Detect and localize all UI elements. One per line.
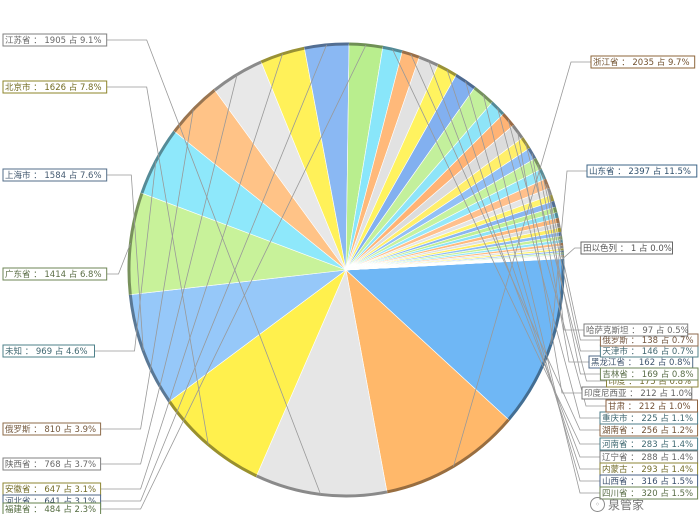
slice-label-box [586, 164, 698, 178]
slice-label: 四川省 ： 320 占 1.5% [602, 488, 693, 499]
leader-line [106, 243, 131, 275]
slice-label: 俄罗斯 ： 138 占 0.7% [602, 335, 693, 346]
slice-label-box [2, 267, 108, 281]
leader-line [428, 60, 600, 458]
pie-slice-rim [553, 206, 558, 214]
slice-label: 江苏省 ： 1905 占 9.1% [5, 35, 102, 46]
slice-label-box [2, 457, 102, 471]
slice-label: 田以色列 ： 1 占 0.0% [583, 243, 672, 254]
slice-label: 浙江省 ： 2035 占 9.7% [593, 57, 690, 68]
pie-slice-rim [140, 130, 176, 194]
slice-label: 重庆市 ： 225 占 1.1% [602, 413, 693, 424]
pie-slice-rim [557, 227, 562, 233]
leader-line [465, 81, 600, 482]
slice-label-box [599, 437, 699, 451]
pie-slice-rim [551, 200, 556, 208]
slice-label: 河北省 ： 641 占 3.1% [5, 496, 96, 507]
slice-label: 陕西省 ： 768 占 3.7% [5, 459, 96, 470]
leader-line [525, 143, 607, 382]
slice-label: 天津市 ： 146 占 0.7% [602, 346, 693, 357]
pie-slice-rim [555, 217, 560, 224]
leader-line [392, 49, 600, 445]
leader-line [106, 174, 144, 351]
slice-label: 安徽省 ： 647 占 3.1% [5, 484, 96, 495]
leader-line [453, 61, 591, 467]
slice-label: 哈萨克斯坦 ： 97 占 0.5% [586, 325, 689, 336]
pie-slice-rim [549, 194, 555, 202]
leader-line [562, 247, 581, 259]
pie-slice-rim [255, 474, 388, 498]
leader-line [94, 160, 157, 352]
leader-line [106, 86, 209, 445]
slice-label: 辽宁省 ： 288 占 1.4% [602, 452, 693, 463]
leader-line [549, 191, 584, 331]
leader-lines [94, 39, 607, 510]
slice-label: 湖南省 ： 256 占 1.2% [602, 425, 693, 436]
leader-line [507, 119, 606, 407]
slice-labels: 山东省 ： 2397 占 11.5% 浙江省 ： 2035 占 9.7% 江苏省 ：… [2, 33, 699, 514]
leader-line [546, 183, 601, 341]
pie-slice-rim [556, 222, 561, 229]
pie-slice-rim [554, 212, 559, 219]
slice-label-box [580, 241, 673, 255]
watermark: ◦ 泉管家 [590, 496, 644, 512]
slice-label: 河南省 ： 283 占 1.4% [602, 439, 693, 450]
leader-line [542, 174, 601, 352]
slice-label: 黑龙江省 ： 162 占 0.8% [591, 357, 691, 368]
slice-label-box [590, 55, 696, 69]
slice-label-box [599, 367, 699, 381]
slice-label: 山西省 ： 316 占 1.5% [602, 476, 693, 487]
slice-label-box [583, 323, 689, 337]
leader-line [100, 44, 327, 502]
slice-label-box [2, 33, 108, 47]
slice-label-box [2, 344, 95, 358]
slice-label: 甘肃 ： 212 占 1.0% [608, 401, 691, 412]
slice-label-box [2, 80, 108, 94]
slice-label: 内蒙古 ： 293 占 1.4% [602, 464, 693, 475]
leader-line [537, 164, 601, 375]
slice-label: 山东省 ： 2397 占 11.5% [589, 166, 691, 177]
slice-label: 上海市 ： 1584 占 7.6% [5, 170, 102, 181]
slice-label-box [2, 168, 108, 182]
leader-line [446, 69, 600, 470]
pie-slice-rim [507, 258, 565, 421]
leader-line [497, 108, 600, 419]
slice-label-box [605, 399, 698, 413]
slice-label: 福建省 ： 484 占 2.3% [5, 504, 96, 514]
pie-slice-rim [558, 231, 563, 237]
slice-label-box [2, 422, 102, 436]
slice-label-box [599, 486, 699, 500]
leader-line [410, 54, 600, 431]
leader-line [100, 74, 238, 465]
slice-label: 广东省 ： 1414 占 6.8% [5, 269, 102, 280]
pie-slices [127, 42, 565, 498]
leader-line [100, 53, 283, 490]
leader-line [106, 39, 321, 495]
slice-label: 印度 ： 175 占 0.8% [609, 376, 692, 387]
slice-label: 吉林省 ： 169 占 0.8% [602, 369, 693, 380]
watermark-text: 泉管家 [608, 497, 645, 512]
leader-line [531, 153, 589, 363]
leader-line [100, 109, 194, 430]
slice-label: 未知 ： 969 占 4.6% [5, 346, 88, 357]
leader-line [517, 131, 582, 394]
slice-label-box [2, 502, 102, 514]
leader-line [100, 44, 367, 510]
slice-label: 印度尼西亚 ： 212 占 1.0% [584, 388, 692, 399]
pie-slice-rim [128, 294, 171, 403]
wechat-icon: ◦ [590, 496, 605, 512]
slice-label: 北京市 ： 1626 占 7.8% [5, 82, 102, 93]
leader-line [550, 170, 587, 345]
leader-line [483, 95, 600, 494]
slice-label: 俄罗斯 ： 810 占 3.9% [5, 424, 96, 435]
